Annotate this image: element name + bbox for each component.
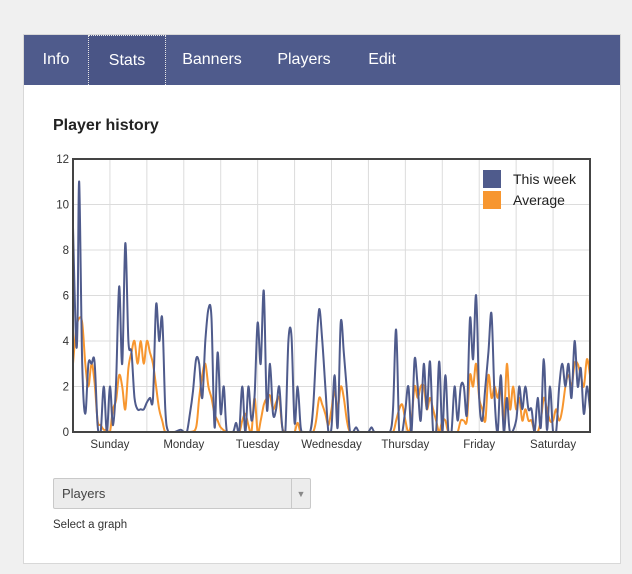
graph-select-value: Players <box>62 486 106 501</box>
legend-swatch-this-week <box>483 170 501 188</box>
plot-border <box>72 158 591 433</box>
series-line-this-week <box>73 180 590 432</box>
y-tick-label: 10 <box>56 200 69 212</box>
player-history-chart: 0 2 4 6 8 10 12 Sunday Monday Tuesday Wednesday Thu… <box>24 35 620 480</box>
chart-svg: 0 2 4 6 8 10 12 Sunday Monday Tuesday Wednesday Thu… <box>56 154 591 451</box>
x-tick-label-wednesday: Wednesday <box>301 439 362 451</box>
legend-swatch-average <box>483 191 501 209</box>
x-tick-label-friday: Friday <box>463 439 495 451</box>
tab-info[interactable]: Info <box>42 51 70 68</box>
y-tick-label: 8 <box>63 245 69 257</box>
x-tick-label-saturday: Saturday <box>530 439 576 451</box>
tab-bar: Info Stats Banners Players Edit <box>24 35 620 85</box>
chevron-down-icon: ▼ <box>296 488 306 499</box>
x-tick-label-sunday: Sunday <box>90 439 129 451</box>
section-title: Player history <box>53 117 159 134</box>
tab-banners[interactable]: Banners <box>182 51 242 68</box>
graph-select-divider <box>291 479 292 508</box>
y-tick-label: 2 <box>63 382 69 394</box>
legend-label-this-week: This week <box>513 171 577 187</box>
tab-edit[interactable]: Edit <box>368 51 396 68</box>
series-line-average <box>73 316 590 432</box>
legend-label-average: Average <box>513 192 565 208</box>
tab-players[interactable]: Players <box>277 51 331 68</box>
x-tick-label-tuesday: Tuesday <box>236 439 280 451</box>
y-tick-label: 4 <box>63 336 70 348</box>
y-tick-label: 6 <box>63 291 69 303</box>
stats-card: Info Stats Banners Players Edit Player h… <box>23 34 621 564</box>
x-tick-label-thursday: Thursday <box>381 439 429 451</box>
graph-select[interactable]: Players ▼ <box>53 478 311 509</box>
tab-stats[interactable]: Stats <box>88 35 166 85</box>
y-tick-label: 12 <box>56 154 69 166</box>
graph-select-hint: Select a graph <box>53 519 128 531</box>
y-tick-label: 0 <box>63 427 69 439</box>
x-tick-label-monday: Monday <box>163 439 204 451</box>
